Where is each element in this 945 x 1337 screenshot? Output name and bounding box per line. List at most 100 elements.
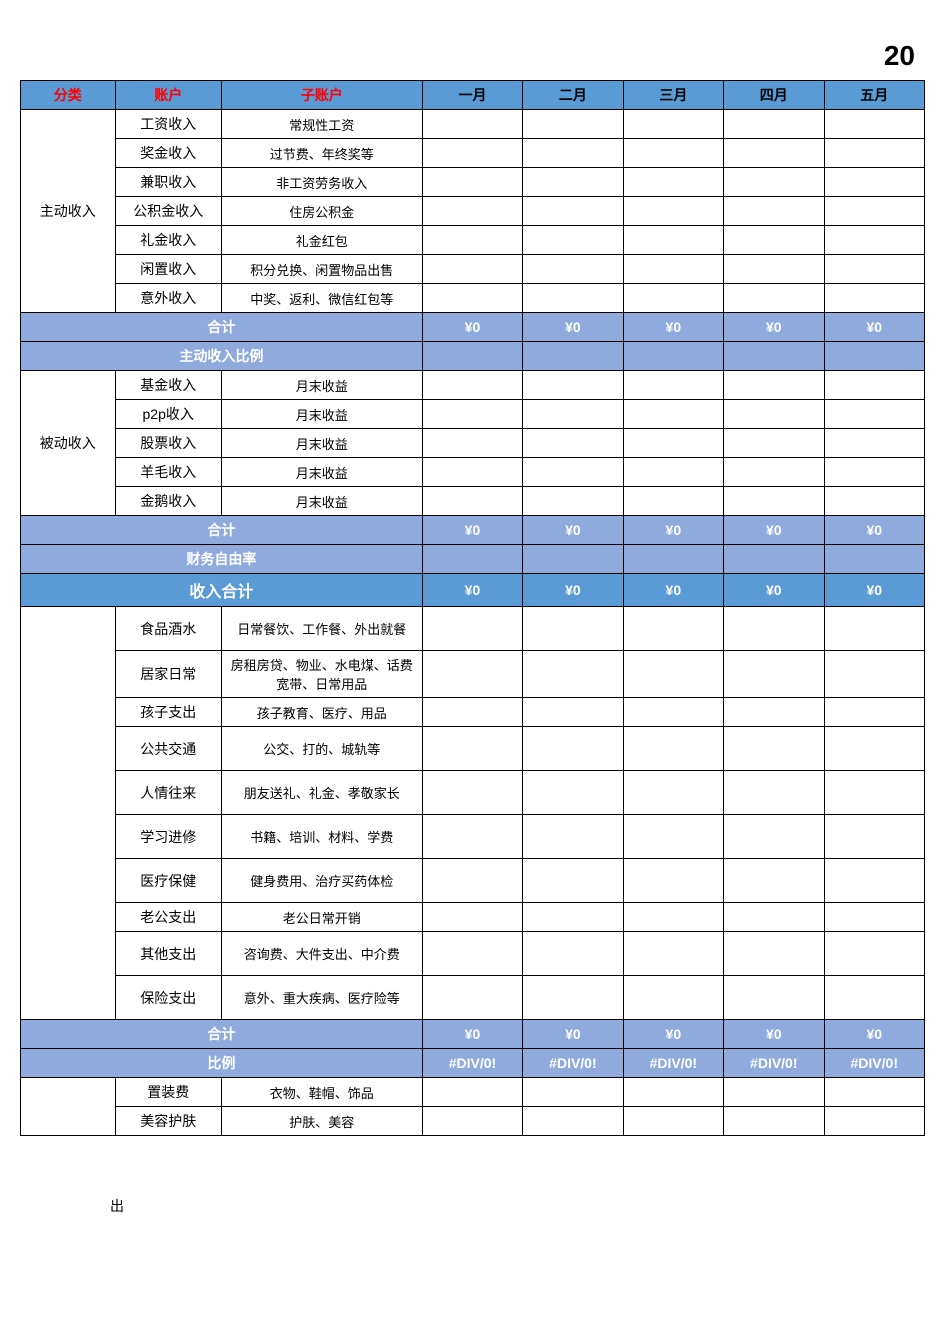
cell: 人情往来 — [115, 771, 221, 815]
cell — [523, 727, 623, 771]
cell — [623, 197, 723, 226]
cell: 衣物、鞋帽、饰品 — [221, 1078, 422, 1107]
cell — [824, 607, 925, 651]
cell: 股票收入 — [115, 429, 221, 458]
cell: 老公支出 — [115, 903, 221, 932]
cell: ¥0 — [623, 516, 723, 545]
cell — [422, 771, 522, 815]
cell — [824, 342, 925, 371]
cell — [724, 651, 824, 698]
cell — [523, 110, 623, 139]
cell — [623, 727, 723, 771]
passive-income-sum-label: 合计 — [21, 516, 423, 545]
cell: ¥0 — [523, 516, 623, 545]
col-month-4: 四月 — [724, 81, 824, 110]
cell — [422, 139, 522, 168]
cell — [523, 342, 623, 371]
cell: 意外、重大疾病、医疗险等 — [221, 976, 422, 1020]
cell: ¥0 — [824, 516, 925, 545]
cell: ¥0 — [422, 574, 522, 607]
cell — [422, 197, 522, 226]
cell — [523, 197, 623, 226]
cell: 中奖、返利、微信红包等 — [221, 284, 422, 313]
col-month-3: 三月 — [623, 81, 723, 110]
cell — [824, 168, 925, 197]
cell — [422, 429, 522, 458]
cell — [824, 1078, 925, 1107]
cell — [523, 400, 623, 429]
cell — [724, 110, 824, 139]
cell — [623, 903, 723, 932]
cell: 月末收益 — [221, 458, 422, 487]
cell: 孩子支出 — [115, 698, 221, 727]
cell — [523, 903, 623, 932]
cell — [422, 400, 522, 429]
cell — [824, 110, 925, 139]
cell — [724, 607, 824, 651]
cell — [724, 815, 824, 859]
cell — [523, 698, 623, 727]
cell: 闲置收入 — [115, 255, 221, 284]
cell — [523, 487, 623, 516]
cell: ¥0 — [422, 313, 522, 342]
cell — [623, 255, 723, 284]
cell: ¥0 — [824, 1020, 925, 1049]
cell — [824, 771, 925, 815]
cell: 健身费用、治疗买药体检 — [221, 859, 422, 903]
cell: 公交、打的、城轨等 — [221, 727, 422, 771]
cell — [422, 458, 522, 487]
cell: 月末收益 — [221, 371, 422, 400]
cell — [523, 859, 623, 903]
cell: 常规性工资 — [221, 110, 422, 139]
cell — [724, 168, 824, 197]
cell: 礼金红包 — [221, 226, 422, 255]
cell: 非工资劳务收入 — [221, 168, 422, 197]
cell — [523, 1078, 623, 1107]
cell — [724, 139, 824, 168]
col-account: 账户 — [115, 81, 221, 110]
cell: 工资收入 — [115, 110, 221, 139]
cell: 房租房贷、物业、水电煤、话费宽带、日常用品 — [221, 651, 422, 698]
cell — [623, 1078, 723, 1107]
cell — [422, 1078, 522, 1107]
cell: #DIV/0! — [724, 1049, 824, 1078]
cell — [623, 110, 723, 139]
cell: 美容护肤 — [115, 1107, 221, 1136]
cell: ¥0 — [623, 1020, 723, 1049]
cell — [724, 197, 824, 226]
cell — [623, 429, 723, 458]
cell — [623, 168, 723, 197]
cell — [523, 255, 623, 284]
cell — [523, 371, 623, 400]
cell: #DIV/0! — [422, 1049, 522, 1078]
cell — [422, 815, 522, 859]
cell — [824, 371, 925, 400]
cell: 保险支出 — [115, 976, 221, 1020]
cell: 食品酒水 — [115, 607, 221, 651]
cell: ¥0 — [724, 574, 824, 607]
cell — [523, 607, 623, 651]
cell: 金鹅收入 — [115, 487, 221, 516]
cell — [724, 429, 824, 458]
cell — [724, 545, 824, 574]
cell — [824, 815, 925, 859]
cell — [422, 545, 522, 574]
cell: #DIV/0! — [824, 1049, 925, 1078]
cell: 过节费、年终奖等 — [221, 139, 422, 168]
cell — [824, 284, 925, 313]
income-total-label: 收入合计 — [21, 574, 423, 607]
active-income-ratio-label: 主动收入比例 — [21, 342, 423, 371]
cell — [824, 859, 925, 903]
cell: ¥0 — [623, 313, 723, 342]
cell — [422, 1107, 522, 1136]
cell — [623, 859, 723, 903]
cell: ¥0 — [623, 574, 723, 607]
cell: 月末收益 — [221, 400, 422, 429]
category-passive-income: 被动收入 — [21, 371, 116, 516]
cell — [523, 1107, 623, 1136]
cell — [824, 903, 925, 932]
cell — [523, 284, 623, 313]
cell — [422, 651, 522, 698]
cell — [623, 487, 723, 516]
cell — [724, 226, 824, 255]
